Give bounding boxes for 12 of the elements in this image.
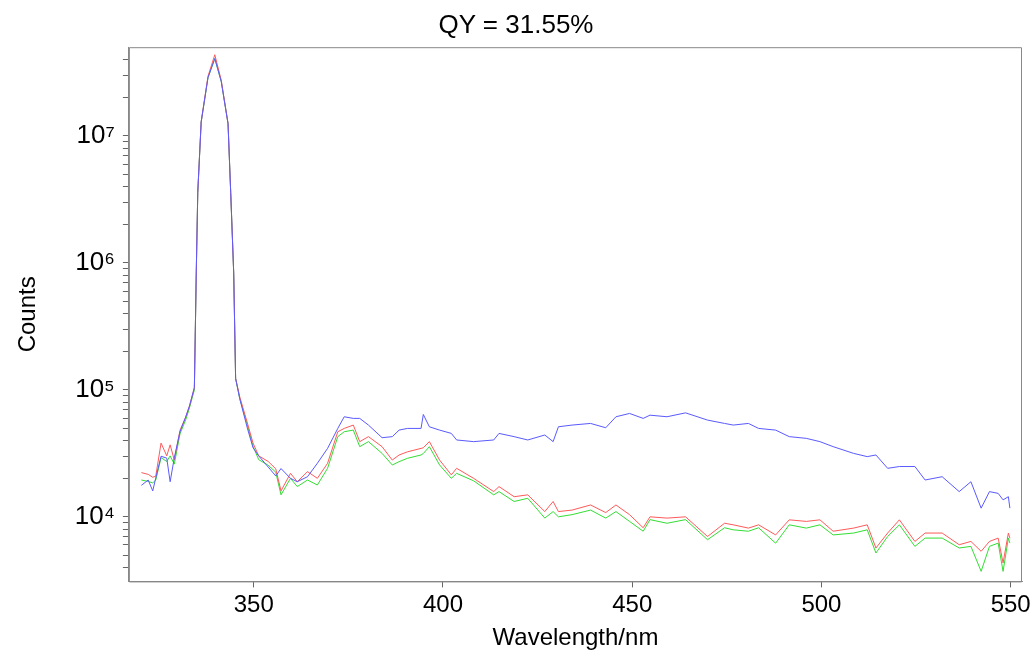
chart-title: QY = 31.55% (438, 8, 594, 39)
y-tick-label: 10⁶ (75, 246, 115, 277)
x-tick-label: 350 (233, 590, 274, 618)
y-tick-label: 10⁴ (74, 499, 115, 530)
y-axis-title: Counts (13, 276, 41, 353)
x-tick-label: 550 (990, 590, 1031, 618)
x-tick-label: 400 (422, 590, 464, 618)
x-tick-label: 450 (612, 590, 653, 618)
x-tick-label: 500 (801, 590, 842, 618)
y-tick-label: 10⁵ (75, 373, 115, 404)
x-axis-title: Wavelength/nm (492, 623, 659, 651)
y-tick-label: 10⁷ (76, 119, 115, 150)
